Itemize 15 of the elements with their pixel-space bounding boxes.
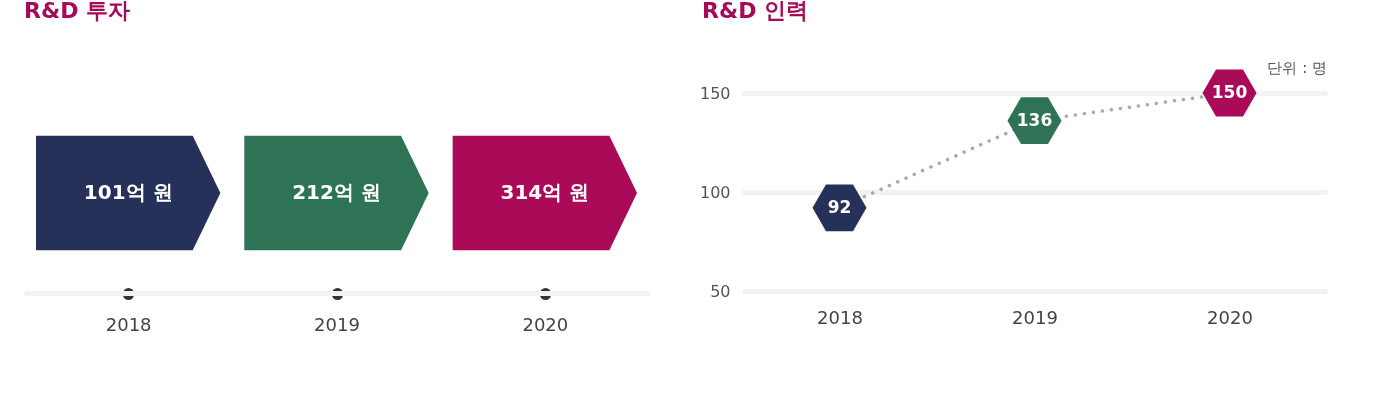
x-tick-label: 2020 xyxy=(1207,306,1253,328)
text: R&D 투자 xyxy=(24,0,131,23)
x-tick-label: 2018 xyxy=(817,306,863,328)
y-tick-label: 50 xyxy=(710,281,731,301)
text: 212억 원 xyxy=(292,180,381,204)
x-tick-label: 2019 xyxy=(1012,306,1058,328)
y-tick-label: 100 xyxy=(699,182,731,202)
text: 101억 원 xyxy=(83,180,173,204)
data-label: 150 xyxy=(1211,82,1248,102)
text: 단위 : 명 xyxy=(1267,59,1327,77)
data-label: 92 xyxy=(827,196,852,217)
text: 314억 원 xyxy=(500,180,590,204)
chart-title: R&D 인력 xyxy=(702,0,809,23)
data-label: 136 xyxy=(1016,109,1053,130)
y-tick-label: 150 xyxy=(699,83,731,103)
